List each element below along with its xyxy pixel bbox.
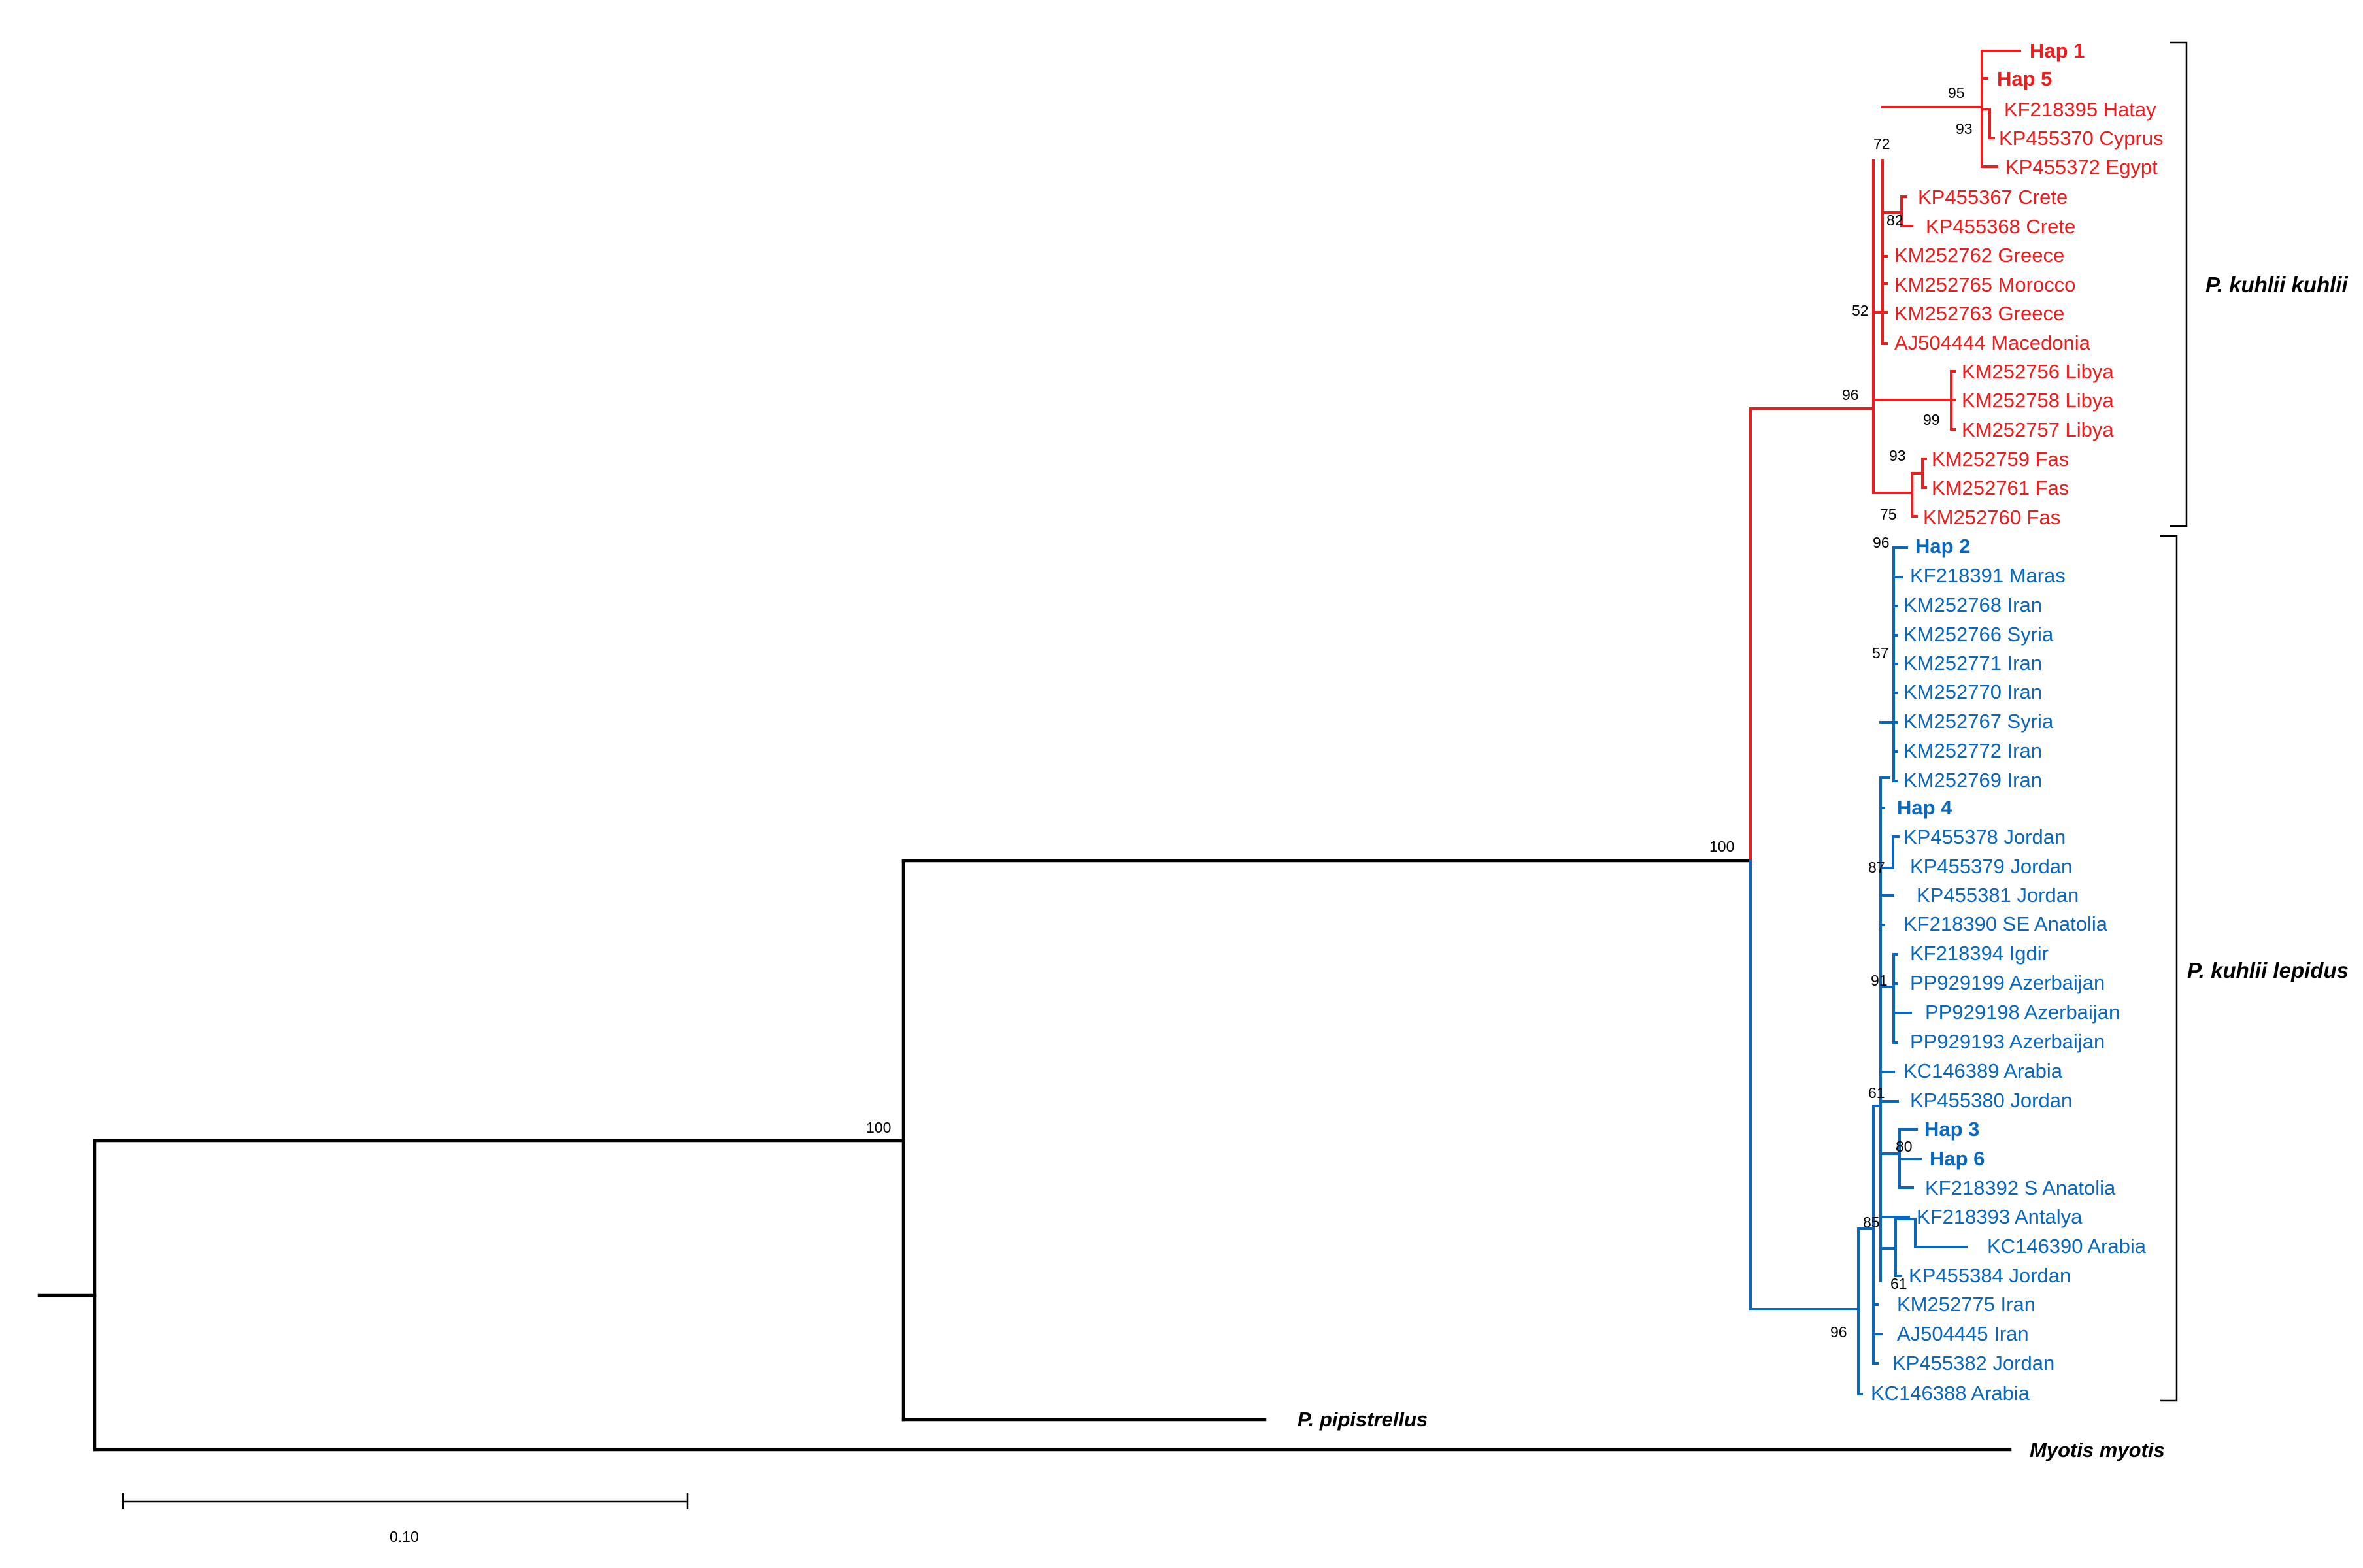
tip-jordan6: KP455382 Jordan bbox=[1892, 1352, 2054, 1375]
clade-brackets bbox=[2160, 41, 2188, 1402]
kuhlii-bracket bbox=[2170, 41, 2188, 527]
support-82: 82 bbox=[1886, 212, 1903, 229]
lepidus-bracket bbox=[2160, 535, 2178, 1402]
scale-bar-label: 0.10 bbox=[390, 1528, 419, 1545]
tip-myotis: Myotis myotis bbox=[2030, 1439, 2165, 1461]
support-99: 99 bbox=[1923, 411, 1940, 428]
support-87: 87 bbox=[1868, 859, 1885, 876]
tip-iran1: KM252768 Iran bbox=[1903, 593, 2042, 616]
kuhlii-tip-labels: Hap 1 Hap 5 KF218395 Hatay KP455370 Cypr… bbox=[1894, 39, 2164, 529]
tip-greece2: KM252763 Greece bbox=[1894, 302, 2064, 325]
support-52: 52 bbox=[1852, 302, 1869, 319]
tip-macedonia: AJ504444 Macedonia bbox=[1894, 331, 2091, 354]
lepidus-tip-labels: Hap 2 KF218391 Maras KM252768 Iran KM252… bbox=[1871, 535, 2147, 1405]
clade-label-lepidus: P. kuhlii lepidus bbox=[2187, 958, 2349, 982]
tip-hap6: Hap 6 bbox=[1930, 1147, 1985, 1170]
tip-crete1: KP455367 Crete bbox=[1918, 186, 2068, 209]
tip-iran2: KM252771 Iran bbox=[1903, 652, 2042, 675]
support-96a: 96 bbox=[1842, 386, 1859, 403]
tip-azer2: PP929198 Azerbaijan bbox=[1925, 1001, 2120, 1024]
tip-iran4: KM252772 Iran bbox=[1903, 739, 2042, 762]
tip-igdir: KF218394 Igdir bbox=[1910, 942, 2049, 965]
support-57: 57 bbox=[1872, 644, 1889, 661]
support-100a: 100 bbox=[1709, 838, 1734, 855]
tip-azer3: PP929193 Azerbaijan bbox=[1910, 1030, 2105, 1053]
tip-hap2: Hap 2 bbox=[1915, 535, 1970, 558]
support-93b: 93 bbox=[1889, 447, 1906, 464]
tip-seanatolia: KF218390 SE Anatolia bbox=[1903, 912, 2108, 935]
tip-sanatolia: KF218392 S Anatolia bbox=[1925, 1176, 2116, 1199]
tip-libya3: KM252757 Libya bbox=[1962, 418, 2114, 441]
outgroup-branches bbox=[37, 859, 2012, 1452]
tip-fas3: KM252760 Fas bbox=[1923, 506, 2060, 529]
tip-jordan4: KP455380 Jordan bbox=[1910, 1089, 2072, 1112]
tip-crete2: KP455368 Crete bbox=[1926, 215, 2075, 238]
tip-libya2: KM252758 Libya bbox=[1962, 389, 2114, 412]
tip-syria2: KM252767 Syria bbox=[1903, 710, 2054, 733]
tip-pipistrellus: P. pipistrellus bbox=[1298, 1408, 1428, 1431]
tip-hap5: Hap 5 bbox=[1997, 67, 2052, 90]
tip-libya1: KM252756 Libya bbox=[1962, 360, 2114, 383]
tip-iran5: KM252769 Iran bbox=[1903, 769, 2042, 792]
kuhlii-branches bbox=[1749, 50, 2021, 862]
tip-antalya: KF218393 Antalya bbox=[1917, 1205, 2083, 1228]
tip-hap4: Hap 4 bbox=[1897, 796, 1952, 819]
support-85: 85 bbox=[1863, 1214, 1880, 1231]
tip-jordan1: KP455378 Jordan bbox=[1903, 826, 2066, 848]
lepidus-branches bbox=[1749, 546, 1968, 1395]
tip-fas1: KM252759 Fas bbox=[1932, 448, 2069, 471]
support-72: 72 bbox=[1873, 135, 1890, 152]
tip-iran3: KM252770 Iran bbox=[1903, 680, 2042, 703]
tip-hap1: Hap 1 bbox=[2030, 39, 2085, 62]
tip-greece1: KM252762 Greece bbox=[1894, 244, 2064, 267]
tip-arabia3: KC146388 Arabia bbox=[1871, 1382, 2030, 1405]
support-95: 95 bbox=[1948, 84, 1965, 101]
tip-fas2: KM252761 Fas bbox=[1932, 476, 2069, 499]
support-96b: 96 bbox=[1873, 534, 1890, 551]
support-80: 80 bbox=[1896, 1138, 1913, 1155]
tip-jordan2: KP455379 Jordan bbox=[1910, 855, 2072, 878]
support-75: 75 bbox=[1880, 506, 1897, 523]
tip-jordan5: KP455384 Jordan bbox=[1909, 1264, 2071, 1287]
tip-azer1: PP929199 Azerbaijan bbox=[1910, 971, 2105, 994]
tip-iran7: AJ504445 Iran bbox=[1897, 1322, 2029, 1345]
tip-hap3: Hap 3 bbox=[1924, 1118, 1979, 1141]
tip-arabia1: KC146389 Arabia bbox=[1903, 1059, 2063, 1082]
support-61b: 61 bbox=[1890, 1275, 1907, 1292]
tip-hatay: KF218395 Hatay bbox=[2004, 98, 2156, 121]
tip-arabia2: KC146390 Arabia bbox=[1987, 1235, 2147, 1258]
tip-maras: KF218391 Maras bbox=[1910, 564, 2066, 587]
support-61a: 61 bbox=[1868, 1084, 1885, 1101]
support-93a: 93 bbox=[1956, 120, 1973, 137]
support-96c: 96 bbox=[1830, 1324, 1847, 1341]
tip-iran6: KM252775 Iran bbox=[1897, 1293, 2036, 1316]
tip-syria1: KM252766 Syria bbox=[1903, 623, 2054, 646]
support-100b: 100 bbox=[866, 1119, 891, 1136]
support-values: 95 93 72 82 52 96 99 93 75 96 57 87 91 6… bbox=[866, 84, 1973, 1341]
tip-cyprus: KP455370 Cyprus bbox=[1999, 127, 2164, 150]
clade-label-kuhlii: P. kuhlii kuhlii bbox=[2205, 273, 2348, 297]
support-91: 91 bbox=[1871, 972, 1888, 989]
tip-egypt: KP455372 Egypt bbox=[2005, 156, 2158, 178]
scale-bar bbox=[122, 1493, 689, 1509]
outgroup-tip-labels: P. pipistrellus Myotis myotis bbox=[1298, 1408, 2165, 1461]
tip-jordan3: KP455381 Jordan bbox=[1917, 884, 2079, 907]
tip-morocco: KM252765 Morocco bbox=[1894, 273, 2075, 296]
